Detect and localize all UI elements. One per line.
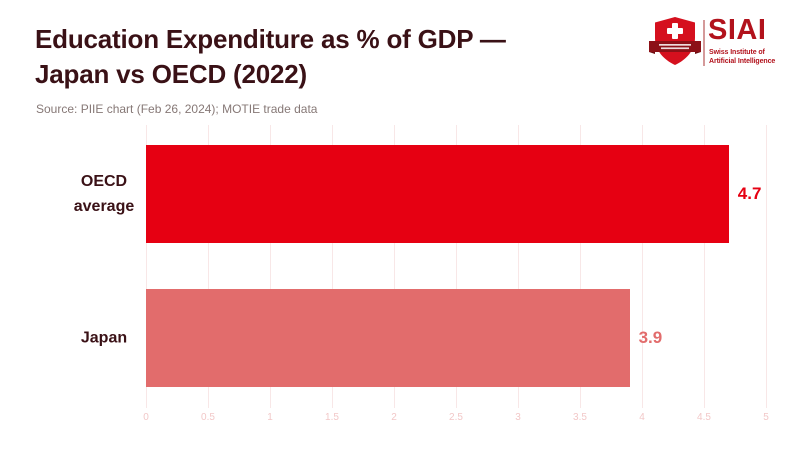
bar-japan [146, 289, 630, 387]
value-label-oecd-average: 4.7 [737, 184, 762, 203]
x-axis-tick-label: 3.5 [573, 412, 587, 423]
logo-divider [703, 20, 705, 66]
x-axis-tick-label: 2.5 [449, 412, 463, 423]
logo-tagline: Swiss Institute of Artificial Intelligen… [709, 49, 775, 66]
gridline [456, 125, 457, 408]
logo-tagline-line1: Swiss Institute of [709, 49, 765, 56]
value-label-japan: 3.9 [638, 328, 663, 347]
source-note: Source: PIIE chart (Feb 26, 2024); MOTIE… [36, 102, 318, 116]
gridline [394, 125, 395, 408]
x-axis-tick-label: 1.5 [325, 412, 339, 423]
gridline [332, 125, 333, 408]
bar-oecd-average [146, 145, 729, 243]
x-axis-tick-label: 0.5 [201, 412, 215, 423]
x-axis-tick-label: 5 [763, 412, 769, 423]
gridline [704, 125, 705, 408]
x-axis-tick-label: 3 [515, 412, 521, 423]
category-label-oecd-average: OECD average [73, 173, 135, 215]
x-axis-tick-label: 1 [267, 412, 273, 423]
chart-title-line1: Education Expenditure as % of GDP — [35, 24, 506, 54]
gridline [518, 125, 519, 408]
x-axis-tick-label: 4 [639, 412, 645, 423]
x-axis-tick-label: 0 [143, 412, 149, 423]
gridline [208, 125, 209, 408]
gridline [766, 125, 767, 408]
logo-tagline-line2: Artificial Intelligence [709, 57, 776, 65]
chart-title: Education Expenditure as % of GDP — Japa… [35, 22, 635, 92]
x-axis-tick-label: 2 [391, 412, 397, 423]
x-axis-tick-label: 4.5 [697, 412, 711, 423]
chart-title-line2: Japan vs OECD (2022) [35, 59, 308, 89]
category-label-japan: Japan [80, 329, 128, 347]
gridline [146, 125, 147, 408]
logo-brand-text: SIAI [708, 14, 767, 46]
gridline [642, 125, 643, 408]
gridline [580, 125, 581, 408]
gridline [270, 125, 271, 408]
siai-shield-icon [646, 14, 704, 75]
